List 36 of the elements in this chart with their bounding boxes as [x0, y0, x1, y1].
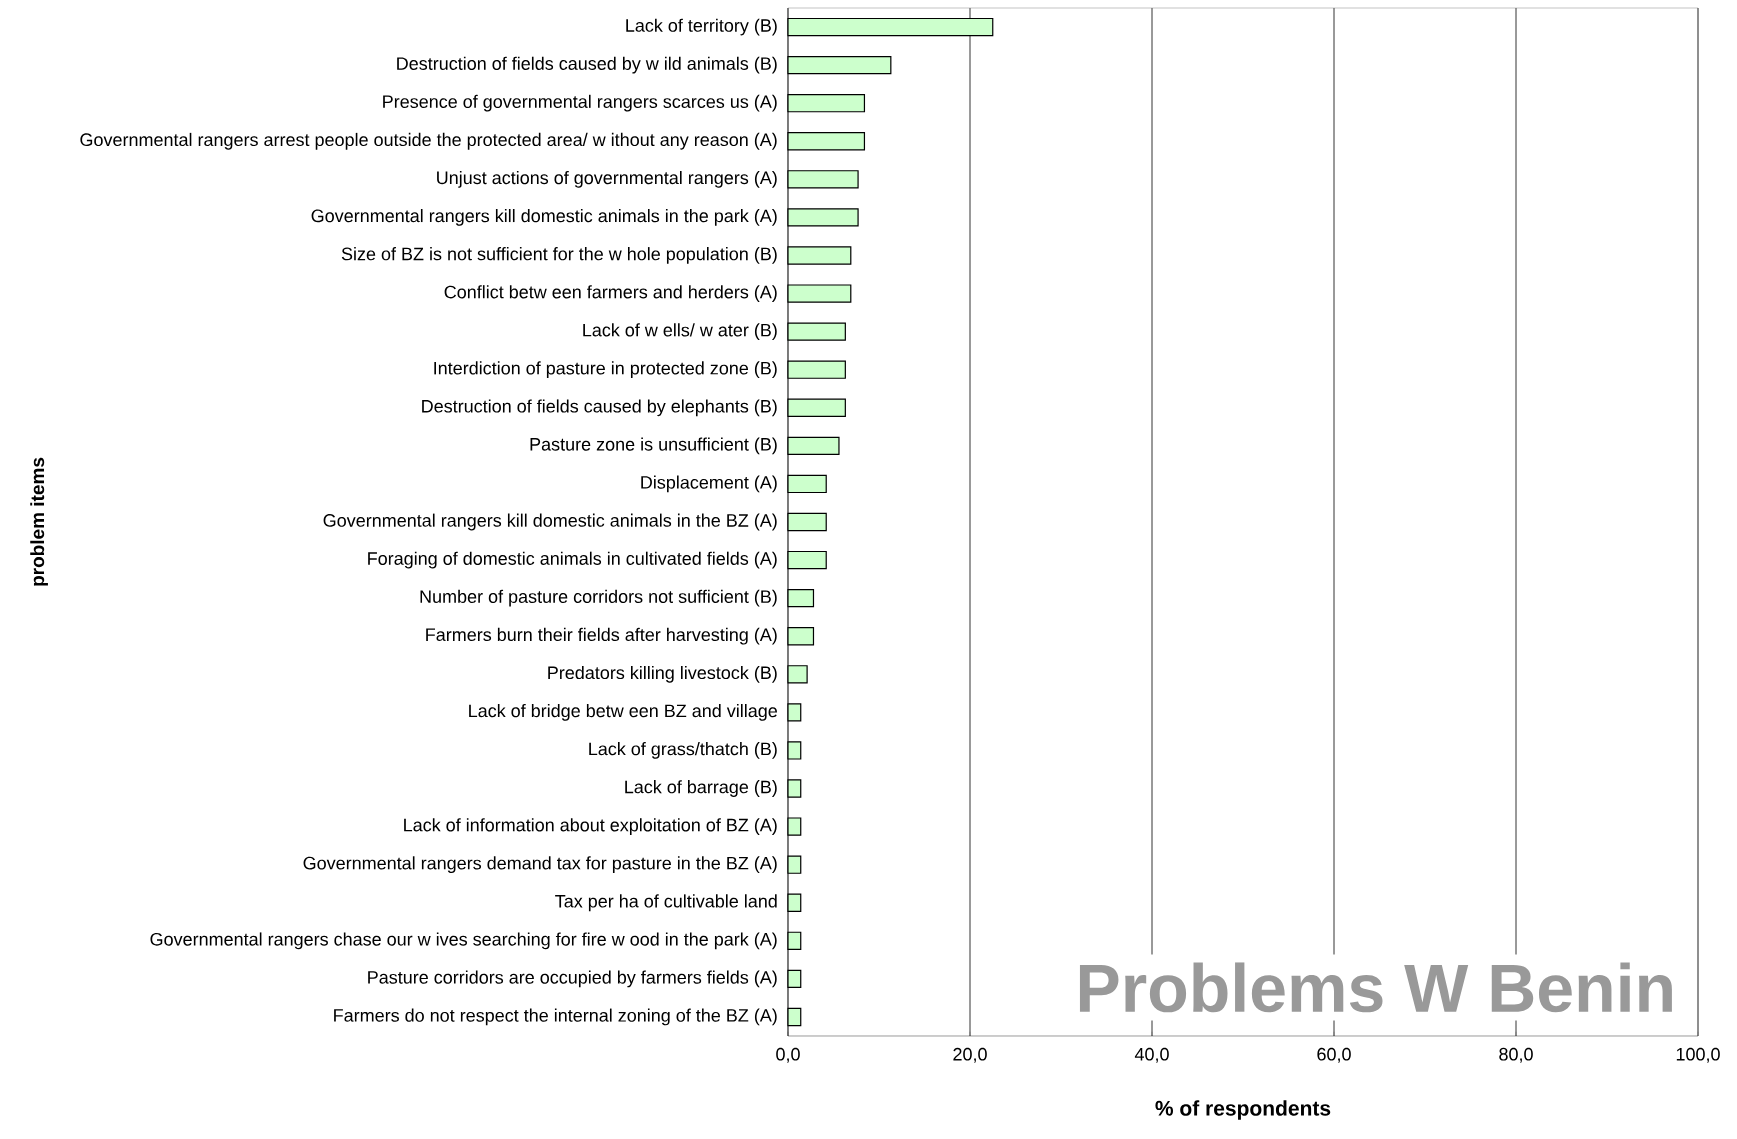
- y-tick-label: Conflict betw een farmers and herders (A): [444, 285, 777, 302]
- y-tick-label: Presence of governmental rangers scarces us (A): [383, 94, 777, 112]
- y-tick-label: Predators killing livestock (B): [548, 665, 777, 683]
- y-tick-label: Size of BZ is not sufficient for the w hole population (B): [341, 247, 777, 264]
- x-tick-label: 20,0: [953, 1047, 987, 1063]
- y-tick-label: Governmental rangers kill domestic animals in the park (A): [311, 209, 777, 226]
- x-axis-title: % of respondents: [1155, 1100, 1331, 1120]
- x-tick-label: 100,0: [1676, 1047, 1720, 1063]
- y-tick-label: Number of pasture corridors not sufficient (B): [420, 589, 777, 607]
- y-tick-label: Foraging of domestic animals in cultivated fields (A): [368, 551, 777, 569]
- y-tick-label: Governmental rangers kill domestic animals in the BZ (A): [323, 513, 777, 531]
- y-tick-label: Destruction of fields caused by w ild animals (B): [397, 56, 777, 74]
- x-tick-label: 40,0: [1134, 1047, 1169, 1063]
- y-tick-label: Destruction of fields caused by elephants (B): [422, 399, 777, 417]
- annotation: Problems W Benin: [1079, 962, 1672, 1013]
- y-tick-label: Governmental rangers chase our w ives searching for fire w ood in the park (A): [150, 932, 777, 950]
- y-tick-label: Displacement (A): [641, 475, 777, 493]
- x-tick-label: 80,0: [1499, 1047, 1533, 1063]
- y-tick-label: Governmental rangers demand tax for pasture in the BZ (A): [303, 856, 777, 874]
- x-tick-label: 0,0: [776, 1047, 800, 1063]
- y-tick-label: Unjust actions of governmental rangers (A): [437, 170, 777, 188]
- x-tick-label: 60,0: [1317, 1047, 1351, 1063]
- y-tick-label: Lack of bridge betw een BZ and village: [469, 703, 777, 721]
- y-tick-label: Tax per ha of cultivable land: [555, 894, 777, 912]
- y-tick-label: Farmers burn their fields after harvesting (A): [426, 627, 777, 645]
- y-tick-label: Lack of w ells/ w ater (B): [583, 323, 777, 341]
- y-tick-label: Lack of grass/thatch (B): [589, 742, 777, 759]
- y-tick-label: Governmental rangers arrest people outside the protected area/ w ithout any reason (A): [80, 132, 777, 150]
- y-tick-label: Lack of information about exploitation of BZ (A): [404, 818, 777, 835]
- y-tick-label: Lack of territory (B): [626, 18, 777, 36]
- y-tick-label: Farmers do not respect the internal zoning of the BZ (A): [334, 1008, 777, 1026]
- y-tick-label: Interdiction of pasture in protected zone (B): [434, 361, 777, 379]
- y-tick-label: Pasture zone is unsufficient (B): [530, 437, 777, 455]
- y-tick-label: Pasture corridors are occupied by farmers fields (A): [368, 970, 777, 988]
- y-tick-label: Lack of barrage (B): [625, 780, 777, 797]
- y-axis-title: problem items: [30, 457, 48, 586]
